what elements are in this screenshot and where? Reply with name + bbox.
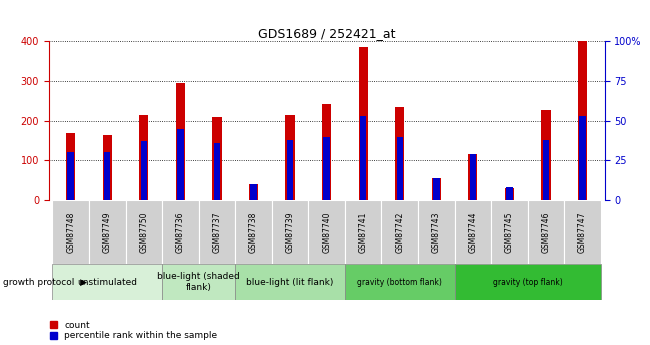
Text: GSM87749: GSM87749 [103,211,112,253]
FancyBboxPatch shape [235,200,272,264]
Bar [176,83,185,200]
Text: GSM87748: GSM87748 [66,211,75,253]
Bar [541,110,551,140]
Bar [359,47,368,116]
Bar [322,104,332,200]
Bar [360,116,367,200]
FancyBboxPatch shape [528,200,564,264]
Text: GSM87742: GSM87742 [395,211,404,253]
FancyBboxPatch shape [308,200,345,264]
Bar [433,178,439,200]
Text: GSM87736: GSM87736 [176,211,185,253]
FancyBboxPatch shape [162,200,199,264]
Bar [140,141,147,200]
Text: GSM87744: GSM87744 [469,211,477,253]
Bar [104,152,110,200]
Bar [578,41,587,200]
FancyBboxPatch shape [235,264,345,300]
Text: GSM87745: GSM87745 [505,211,514,253]
Bar [139,115,148,141]
FancyBboxPatch shape [345,264,454,300]
Text: gravity (top flank): gravity (top flank) [493,277,563,287]
Bar [470,154,476,200]
Bar [177,129,183,200]
FancyBboxPatch shape [454,264,601,300]
Bar [139,115,148,200]
Bar [578,41,587,116]
FancyBboxPatch shape [272,200,308,264]
Bar [395,107,404,137]
Text: blue-light (lit flank): blue-light (lit flank) [246,277,333,287]
Text: GSM87738: GSM87738 [249,211,258,253]
FancyBboxPatch shape [162,264,235,300]
Bar [103,136,112,200]
FancyBboxPatch shape [345,200,382,264]
Legend: count, percentile rank within the sample: count, percentile rank within the sample [50,321,218,341]
Bar [214,143,220,200]
Text: GSM87740: GSM87740 [322,211,331,253]
Bar [213,117,222,143]
FancyBboxPatch shape [125,200,162,264]
Bar [213,117,222,200]
Bar [103,136,112,152]
Bar [543,140,549,200]
Bar [285,115,294,140]
Text: GSM87747: GSM87747 [578,211,587,253]
Bar [249,184,258,200]
Bar [324,137,330,200]
Bar [176,83,185,129]
Bar [322,104,332,137]
FancyBboxPatch shape [53,264,162,300]
Title: GDS1689 / 252421_at: GDS1689 / 252421_at [258,27,395,40]
Bar [66,132,75,152]
FancyBboxPatch shape [382,200,418,264]
Bar [432,178,441,200]
Bar [66,132,75,200]
Bar [250,184,257,200]
Bar [68,152,74,200]
Bar [579,116,586,200]
Bar [541,110,551,200]
Text: unstimulated: unstimulated [77,277,137,287]
Text: GSM87739: GSM87739 [285,211,294,253]
Bar [468,155,478,200]
FancyBboxPatch shape [491,200,528,264]
Text: GSM87750: GSM87750 [139,211,148,253]
Text: GSM87746: GSM87746 [541,211,551,253]
Bar [396,137,403,200]
Text: gravity (bottom flank): gravity (bottom flank) [358,277,442,287]
FancyBboxPatch shape [89,200,125,264]
Text: GSM87743: GSM87743 [432,211,441,253]
Bar [506,187,513,200]
FancyBboxPatch shape [199,200,235,264]
FancyBboxPatch shape [454,200,491,264]
FancyBboxPatch shape [53,200,89,264]
FancyBboxPatch shape [418,200,454,264]
Bar [395,107,404,200]
Bar [505,188,514,200]
Text: GSM87737: GSM87737 [213,211,222,253]
Text: GSM87741: GSM87741 [359,211,368,253]
Bar [285,115,294,200]
Bar [359,47,368,200]
Text: blue-light (shaded
flank): blue-light (shaded flank) [157,272,240,292]
FancyBboxPatch shape [564,200,601,264]
Text: growth protocol  ▶: growth protocol ▶ [3,277,87,287]
Bar [287,140,293,200]
